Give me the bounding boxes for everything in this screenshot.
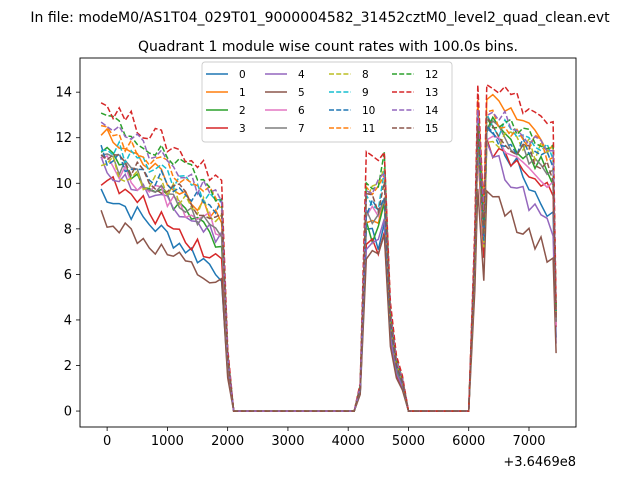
legend-box	[201, 61, 453, 143]
legend-label-7: 7	[298, 123, 305, 135]
chart-title: Quadrant 1 module wise count rates with …	[138, 39, 518, 55]
x-tick-label: 1000	[151, 434, 184, 449]
legend-label-8: 8	[362, 69, 369, 81]
legend-label-4: 4	[298, 69, 305, 81]
x-tick-label: 6000	[452, 434, 485, 449]
y-tick-label: 10	[55, 177, 72, 192]
y-tick-label: 4	[64, 313, 72, 328]
legend-label-13: 13	[425, 87, 438, 99]
x-tick-label: 7000	[512, 434, 545, 449]
axes-frame	[79, 57, 577, 428]
y-tick-label: 12	[55, 131, 72, 146]
chart-suptitle: In file: modeM0/AS1T04_029T01_9000004582…	[30, 10, 610, 26]
y-tick-label: 6	[64, 268, 72, 283]
y-tick-label: 2	[64, 359, 72, 374]
x-tick-label: 0	[103, 434, 111, 449]
x-tick-label: 5000	[392, 434, 425, 449]
legend-label-5: 5	[298, 87, 305, 99]
y-tick-label: 8	[64, 222, 72, 237]
legend-label-12: 12	[425, 69, 438, 81]
series-lines	[100, 83, 557, 412]
legend-label-9: 9	[362, 87, 369, 99]
legend-label-11: 11	[362, 123, 375, 135]
x-offset-label: +3.6469e8	[503, 455, 576, 470]
legend-label-1: 1	[239, 87, 246, 99]
x-tick-label: 3000	[271, 434, 304, 449]
y-tick-label: 0	[64, 405, 72, 420]
x-tick-label: 4000	[332, 434, 365, 449]
x-tick-label: 2000	[211, 434, 244, 449]
legend-label-6: 6	[298, 105, 305, 117]
legend-label-2: 2	[239, 105, 246, 117]
y-tick-label: 14	[55, 86, 72, 101]
legend-label-15: 15	[425, 123, 438, 135]
legend-label-10: 10	[362, 105, 375, 117]
legend-label-14: 14	[425, 105, 439, 117]
series-line-15	[100, 114, 557, 412]
legend-label-0: 0	[239, 69, 246, 81]
legend-label-3: 3	[239, 123, 246, 135]
